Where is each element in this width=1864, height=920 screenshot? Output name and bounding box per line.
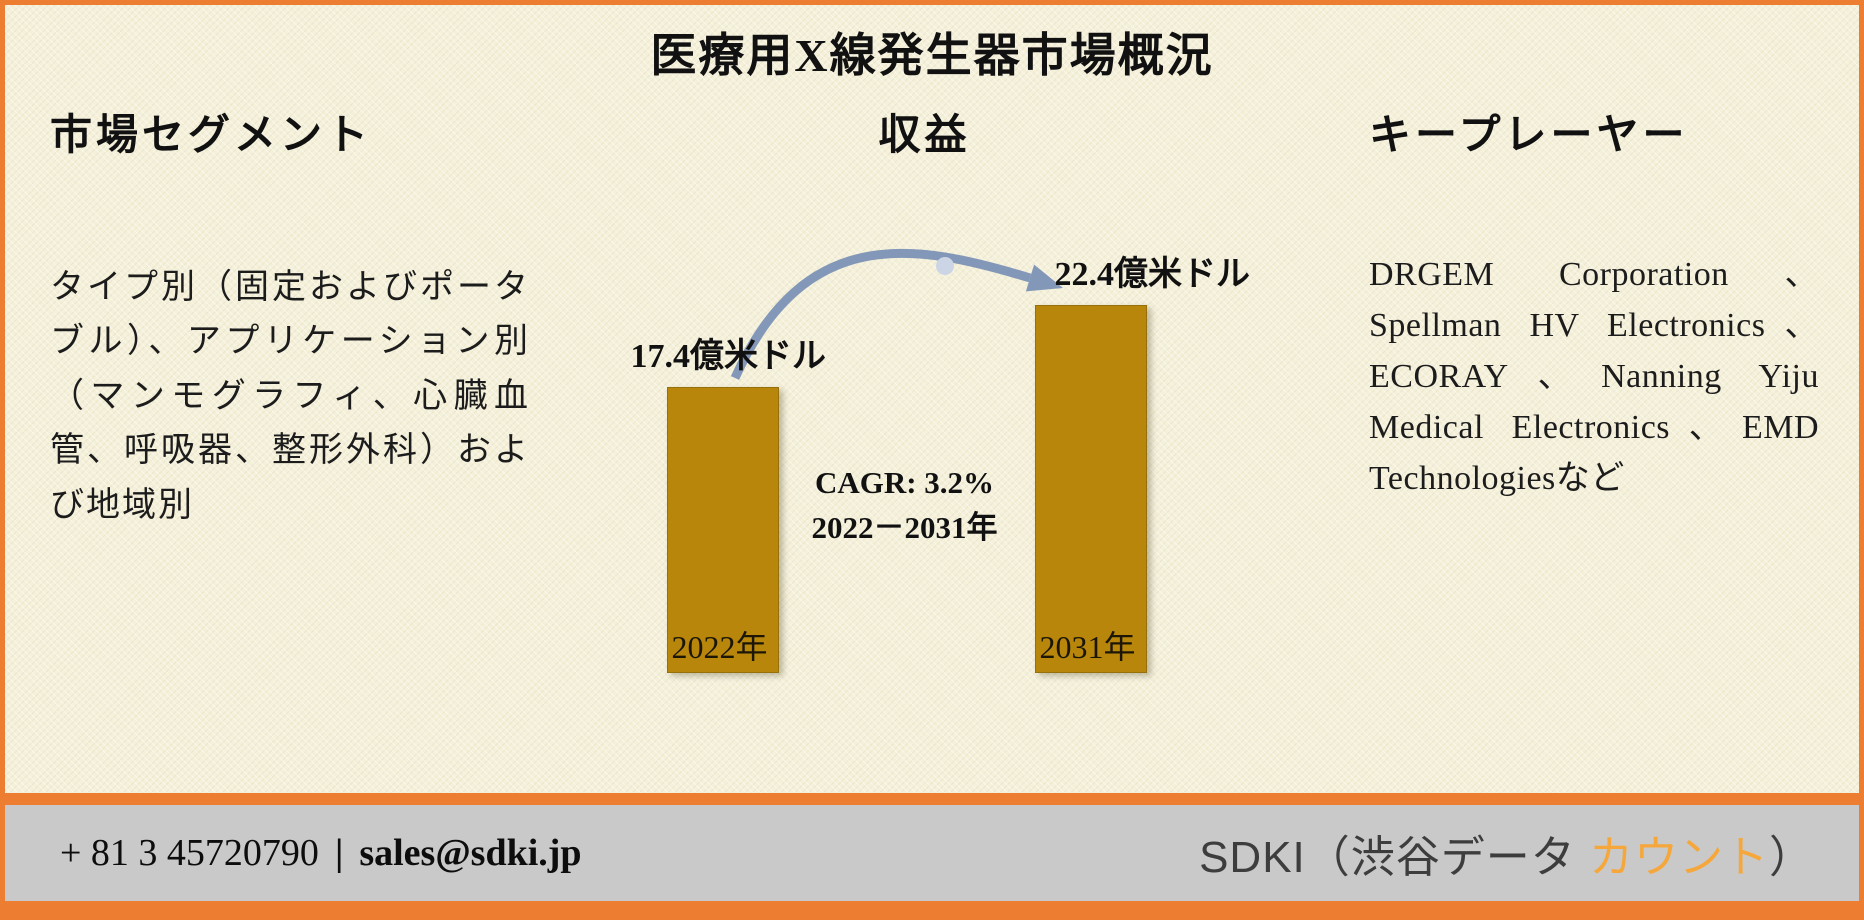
bar-year-2022: 2022年	[671, 629, 768, 665]
revenue-bar-chart: 17.4億米ドル 2022年 22.4億米ドル 2031年 CAGR: 3.2%…	[615, 173, 1250, 673]
footer-top-stripe	[5, 793, 1859, 805]
bar-value-2031: 22.4億米ドル	[1054, 256, 1251, 293]
email-address: sales@sdki.jp	[359, 832, 582, 874]
footer-bottom-stripe	[5, 901, 1859, 915]
brand-logo: SDKI（渋谷データ カウント）	[1199, 821, 1814, 885]
revenue-section: 収益 17.4億米ドル 2022年 22.4億米ドル 2031年	[530, 111, 1319, 673]
footer-bar: + 81 3 45720790 | sales@sdki.jp SDKI（渋谷データ…	[5, 805, 1859, 901]
content-columns: 市場セグメント タイプ別（固定およびポータブル）、アプリケーション別（マンモグラ…	[5, 85, 1859, 673]
market-segments-heading: 市場セグメント	[50, 113, 373, 159]
key-players-section: キープレーヤー DRGEM Corporation、Spellman HV El…	[1319, 111, 1819, 673]
key-players-heading: キープレーヤー	[1369, 113, 1689, 159]
bar-2022: 2022年	[666, 387, 779, 673]
cagr-line1: CAGR: 3.2%	[814, 465, 995, 500]
bar-group-2022: 17.4億米ドル 2022年	[631, 173, 826, 673]
revenue-heading: 収益	[878, 113, 971, 159]
phone-number: + 81 3 45720790	[60, 832, 319, 874]
contact-info: + 81 3 45720790 | sales@sdki.jp	[60, 831, 582, 875]
brand-prefix: SDKI（渋谷データ	[1199, 833, 1589, 882]
market-segments-section: 市場セグメント タイプ別（固定およびポータブル）、アプリケーション別（マンモグラ…	[50, 111, 530, 673]
bar-value-2022: 17.4億米ドル	[630, 338, 827, 375]
brand-suffix: ）	[1769, 833, 1814, 882]
arrow-dot	[935, 257, 954, 275]
bar-group-2031: 22.4億米ドル 2031年	[1034, 173, 1250, 673]
cagr-line2: 2022－2031年	[811, 509, 998, 545]
key-players-text: DRGEM Corporation、Spellman HV Electronic…	[1369, 256, 1819, 497]
bar-2031: 2031年	[1034, 305, 1147, 673]
footer: + 81 3 45720790 | sales@sdki.jp SDKI（渋谷データ…	[5, 793, 1859, 915]
bar-year-2031: 2031年	[1039, 629, 1136, 665]
market-segments-text: タイプ別（固定およびポータブル）、アプリケーション別（マンモグラフィ、心臓血管、…	[50, 269, 530, 524]
contact-separator: |	[334, 832, 344, 874]
page-title: 医療用X線発生器市場概況	[650, 30, 1214, 81]
brand-highlight: カウント	[1589, 833, 1769, 882]
cagr-annotation: CAGR: 3.2% 2022－2031年	[812, 461, 998, 551]
